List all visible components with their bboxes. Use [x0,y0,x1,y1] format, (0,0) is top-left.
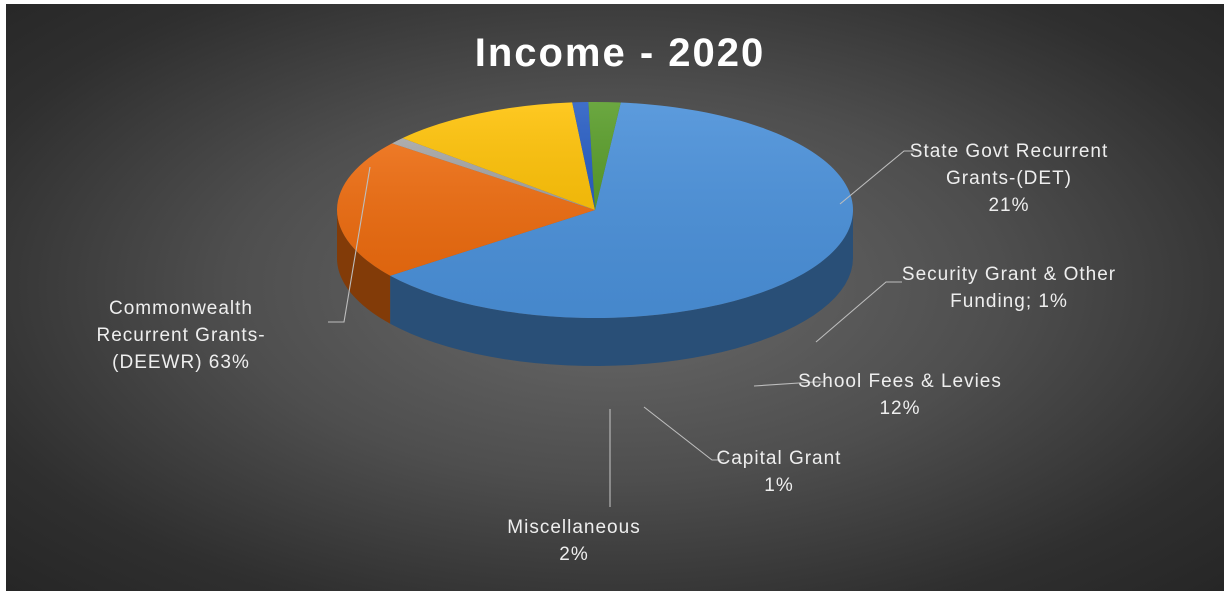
leader-line-0 [328,166,371,323]
slice-labels: Commonwealth Recurrent Grants-(DEEWR) 63%… [96,141,1116,565]
leader-line-3 [753,381,824,387]
pie-chart: Income - 2020 Commonwealth Recurrent Gran… [96,31,1116,565]
leader-lines [328,150,914,507]
slice-label-1: State Govt Recurrent Grants-(DET) 21% [910,141,1108,216]
pie-slice-shading-2 [392,138,595,210]
pie-slice-shading-0 [390,102,854,319]
pie-slice-shading-4 [572,102,595,210]
pie-slice-shading-1 [337,143,595,276]
slice-label-4: Capital Grant 1% [717,448,842,496]
pie-sides [337,210,853,366]
chart-area: Income - 2020 Commonwealth Recurrent Gran… [6,4,1224,591]
pie-slice-side-1 [337,210,391,324]
slice-label-2: Security Grant & Other Funding; 1% [902,264,1116,312]
pie-slice-shading-5 [588,102,621,210]
leader-line-4 [643,406,724,461]
pie-tops [337,102,854,319]
slice-label-5: Miscellaneous 2% [507,517,640,565]
chart-title: Income - 2020 [475,31,766,75]
leader-line-1 [839,150,914,205]
slice-label-0: Commonwealth Recurrent Grants-(DEEWR) 63% [96,298,265,373]
slice-label-3: School Fees & Levies 12% [798,371,1002,419]
pie-slice-side-0 [390,210,853,366]
pie-slice-shading-3 [402,102,595,210]
leader-line-2 [815,281,902,343]
